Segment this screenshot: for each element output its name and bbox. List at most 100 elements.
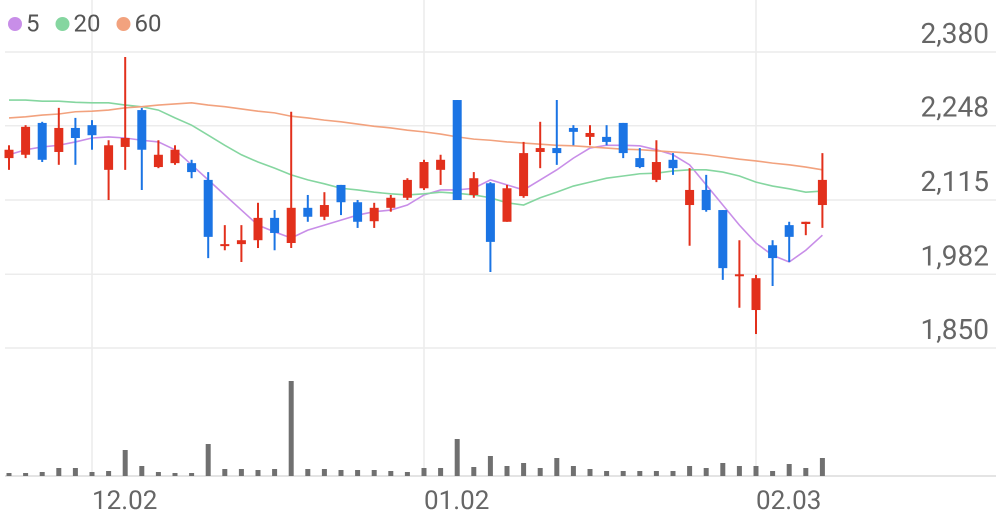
candle-body — [485, 183, 495, 242]
volume-bar — [736, 466, 742, 476]
volume-bar — [56, 468, 62, 476]
candle-body — [170, 149, 180, 164]
volume-bar — [23, 473, 29, 476]
volume-bar — [222, 469, 228, 476]
volume-bar — [471, 467, 477, 476]
volume-bar — [288, 381, 294, 476]
candle-body — [751, 278, 761, 311]
volume-bar — [537, 468, 543, 476]
candle-body — [784, 225, 794, 237]
volume-bar — [570, 466, 576, 476]
volume-bar — [587, 469, 593, 476]
candle-body — [303, 207, 313, 217]
candle-body — [4, 149, 14, 159]
y-tick-label: 2,248 — [921, 91, 989, 124]
volume-bar — [89, 472, 95, 476]
candle-body — [120, 138, 130, 147]
volume-bar — [521, 463, 527, 476]
y-tick-label: 2,380 — [921, 17, 989, 50]
volume-bar — [305, 469, 311, 476]
candle-body — [618, 122, 628, 154]
volume-bar — [355, 470, 361, 476]
legend: 5 20 60 — [8, 9, 161, 37]
ma-line — [8, 102, 823, 171]
candle-body — [286, 207, 296, 244]
volume-bar — [106, 471, 112, 476]
volume-bar — [338, 470, 344, 476]
candle-body — [519, 153, 529, 197]
candle-body — [220, 244, 230, 247]
volume-bar — [255, 470, 261, 476]
candle-body — [386, 197, 396, 208]
candle-body — [568, 127, 578, 132]
y-tick-label: 2,115 — [921, 165, 989, 198]
x-tick-label: 12.02 — [92, 486, 157, 516]
legend-label: 60 — [134, 9, 161, 37]
legend-label: 20 — [74, 9, 101, 37]
candle-body — [253, 217, 263, 241]
candle-body — [270, 217, 280, 233]
candle-body — [585, 132, 595, 137]
candle-body — [817, 179, 827, 206]
y-tick-label: 1,982 — [921, 239, 989, 272]
candle-body — [336, 184, 346, 203]
volume-bar — [139, 466, 145, 476]
candle-body — [54, 127, 64, 152]
volume-bar — [487, 456, 493, 476]
candle-body — [734, 274, 744, 277]
volume-bar — [238, 469, 244, 476]
volume-bar — [404, 472, 410, 476]
volume-bar — [803, 468, 809, 476]
legend-dot — [8, 17, 22, 31]
volume-bar — [388, 471, 394, 476]
candle-body — [153, 154, 163, 168]
volume-bar — [653, 471, 659, 476]
volume-bar — [438, 468, 444, 476]
y-tick-label: 1,850 — [921, 313, 989, 346]
candle-body — [502, 188, 512, 222]
candle-body — [187, 163, 197, 173]
candle-body — [602, 136, 612, 142]
volume-bar — [786, 464, 792, 476]
candle-body — [436, 159, 446, 170]
volume-bar — [687, 466, 693, 476]
x-tick-label: 02.03 — [756, 486, 821, 516]
candle-body — [768, 245, 778, 259]
candle-body — [419, 162, 429, 189]
volume-bar — [703, 468, 709, 476]
candle-body — [452, 100, 462, 200]
legend-dot — [55, 17, 70, 31]
candle-body — [137, 110, 147, 150]
candle-body — [801, 221, 811, 225]
volume-bar — [321, 469, 327, 476]
candle-body — [685, 189, 695, 206]
candle-body — [718, 210, 728, 269]
legend-label: 5 — [26, 9, 40, 37]
volume-bar — [72, 468, 78, 476]
volume-bar — [454, 439, 460, 476]
volume-bar — [172, 473, 178, 476]
volume-bar — [770, 471, 776, 476]
candle-body — [104, 145, 114, 170]
volume-bar — [637, 471, 643, 476]
candle-body — [203, 179, 213, 237]
volume-bar — [272, 469, 278, 476]
x-tick-label: 01.02 — [424, 486, 489, 516]
legend-dot — [116, 17, 131, 31]
candle-body — [87, 125, 97, 136]
candle-body — [236, 240, 246, 245]
volume-bar — [205, 444, 211, 476]
candle-body — [402, 179, 412, 198]
candle-body — [353, 202, 363, 222]
volume-bar — [620, 471, 626, 476]
volume-bar — [819, 458, 825, 476]
candle-body — [535, 148, 545, 152]
volume-bar — [6, 473, 12, 476]
volume-bar — [421, 468, 427, 476]
volume-bar — [604, 471, 610, 476]
candle-body — [70, 127, 80, 139]
volume-bar — [720, 463, 726, 476]
volume-bar — [371, 470, 377, 476]
candle-body — [651, 162, 661, 180]
